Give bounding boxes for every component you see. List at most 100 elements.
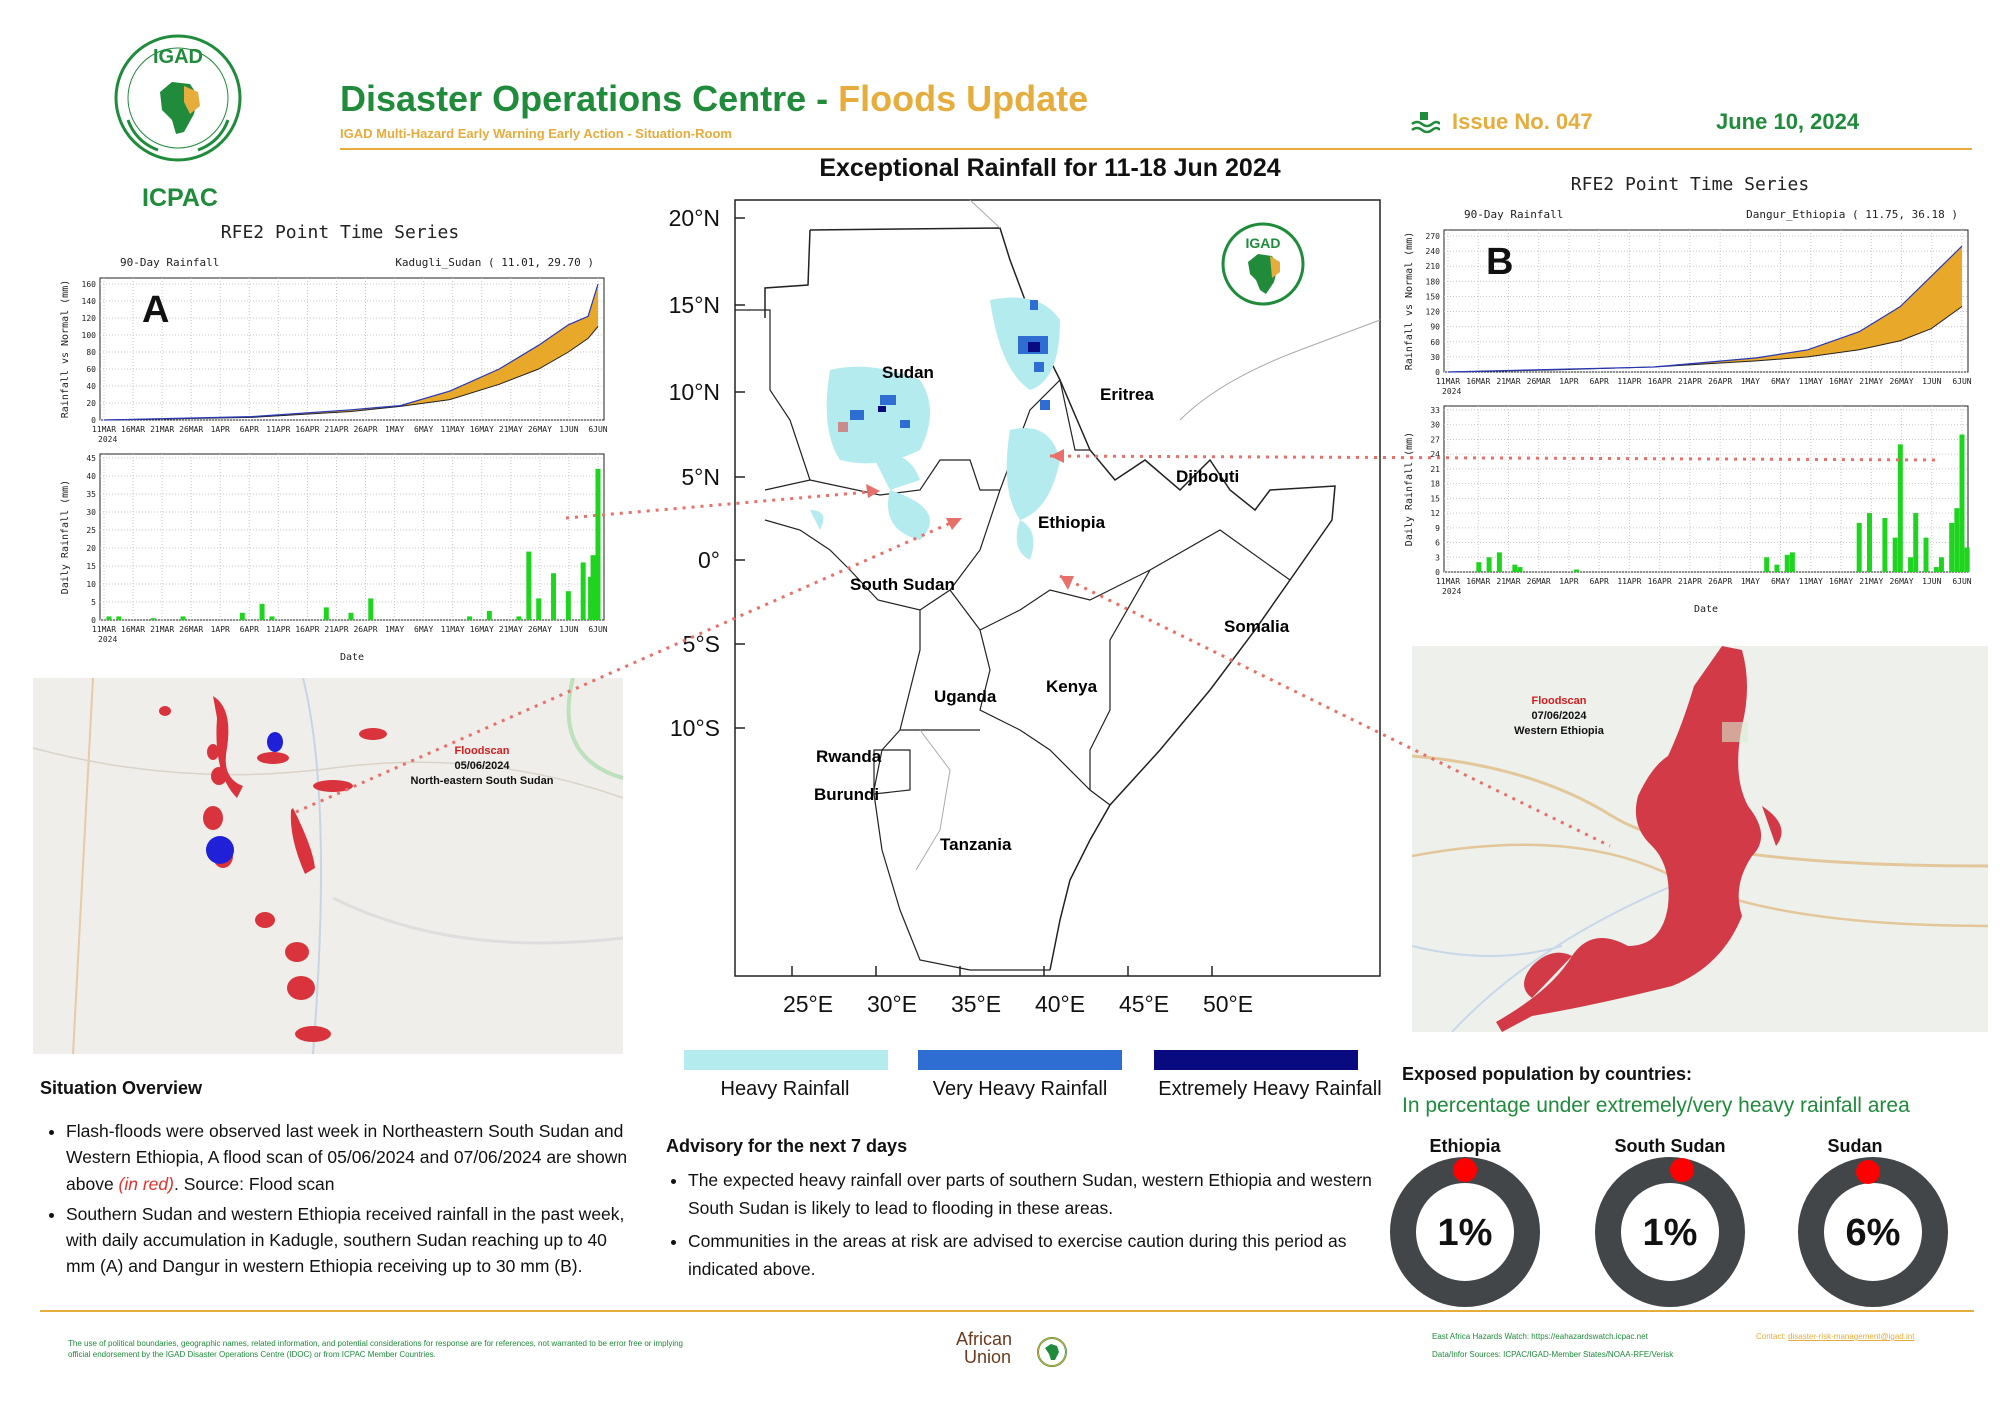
x-tick-label: 16MAY [1829, 577, 1853, 586]
advisory-section: The expected heavy rainfall over parts o… [660, 1166, 1380, 1287]
y-tick-label: 210 [1426, 262, 1441, 271]
x-tick-label: 6APR [1590, 377, 1609, 386]
y-tick-label: 80 [86, 348, 96, 357]
daily-bar [467, 616, 473, 620]
year-label: 2024 [1442, 387, 1461, 396]
daily-bar [590, 555, 596, 620]
issue-number: Issue No. 047 [1452, 109, 1593, 134]
daily-bar [1512, 564, 1518, 572]
x-tick-label: 21MAY [499, 625, 523, 634]
y-tick-label: 30 [1430, 353, 1440, 362]
x-tick-label: 16MAY [470, 625, 494, 634]
y-tick-label: 150 [1426, 292, 1441, 301]
legend-very-heavy-label: Very Heavy Rainfall [932, 1078, 1108, 1100]
daily-bar [1964, 547, 1970, 572]
x-tick-label: 21MAR [150, 425, 174, 434]
panel-letter: A [142, 289, 169, 331]
floodscan-b-area: Western Ethiopia [1514, 724, 1604, 737]
situation-bullet-1: Flash-floods were observed last week in … [66, 1118, 638, 1197]
x-tick-label: 11MAR [92, 425, 116, 434]
daily-bar [551, 573, 557, 620]
footer-contact-email[interactable]: disaster-risk-management@igad.int [1788, 1332, 1915, 1341]
advisory-bullet-2: Communities in the areas at risk are adv… [688, 1227, 1380, 1284]
chart-b-svg: 90-Day Rainfall Dangur_Ethiopia ( 11.75, … [1404, 208, 1972, 615]
daily-bar [1933, 567, 1939, 572]
x-tick-label: 6JUN [1952, 577, 1971, 586]
x-tick-label: 21MAR [1496, 377, 1520, 386]
x-tick-label: 16APR [1648, 377, 1672, 386]
igad-logo-text: IGAD [153, 46, 203, 68]
year-label: 2024 [98, 435, 117, 444]
legend-heavy-swatch [684, 1050, 888, 1070]
x-tick-label: 21APR [1678, 377, 1702, 386]
bottom-panel-frame [1443, 405, 1969, 573]
y-tick-label: 240 [1426, 247, 1441, 256]
icpac-label: ICPAC [142, 184, 218, 212]
daily-bar [486, 611, 492, 620]
daily-bar [116, 616, 122, 620]
x-tick-label: 11MAR [92, 625, 116, 634]
map-logo-text: IGAD [1246, 235, 1281, 251]
x-tick-label: 1JUN [559, 625, 578, 634]
x-tick-label: 26APR [1708, 577, 1732, 586]
y-tick-label: 24 [1430, 450, 1440, 459]
x-tick-label: 1JUN [1922, 377, 1941, 386]
daily-bar [1856, 522, 1862, 572]
x-tick-label: 11APR [1617, 377, 1641, 386]
lon-tick-label: 35°E [951, 991, 1001, 1017]
advisory-bullet-1: The expected heavy rainfall over parts o… [688, 1166, 1380, 1223]
chart-top-label: 90-Day Rainfall [120, 256, 219, 269]
x-tick-label: 16APR [1648, 577, 1672, 586]
donut-ethiopia-label: Ethiopia [1429, 1136, 1501, 1156]
y-axis-label-bottom: Daily Rainfall (mm) [1404, 432, 1415, 546]
x-tick-label: 21APR [1678, 577, 1702, 586]
x-tick-label: 6MAY [414, 425, 433, 434]
exposed-subheading: In percentage under extremely/very heavy… [1402, 1094, 1910, 1117]
daily-bar [1923, 537, 1929, 572]
donut-sudan: 6% [1798, 1157, 1948, 1307]
x-tick-label: 1MAY [1741, 577, 1760, 586]
footer-watch-link[interactable]: East Africa Hazards Watch: https://eahaz… [1432, 1332, 1648, 1341]
x-tick-label: 1MAY [385, 625, 404, 634]
rainfall-map: IGAD 20°N 15°N 10°N 5°N 0° 5°S 10°S 25°E 30°E 35… [620, 190, 1420, 1050]
daily-bar [1496, 552, 1502, 572]
x-tick-label: 26MAY [1889, 377, 1913, 386]
daily-bar [1959, 434, 1965, 572]
y-tick-label: 10 [86, 580, 96, 589]
daily-bar [1882, 518, 1888, 572]
legend-extreme-label: Extremely Heavy Rainfall [1158, 1078, 1382, 1100]
y-tick-label: 20 [86, 544, 96, 553]
daily-bar [1913, 513, 1919, 572]
y-tick-label: 33 [1430, 406, 1440, 415]
chart-a-svg: 90-Day Rainfall Kadugli_Sudan ( 11.01, 29… [60, 256, 608, 663]
igad-logo [98, 30, 258, 190]
y-tick-label: 21 [1430, 465, 1440, 474]
y-tick-label: 0 [1435, 568, 1440, 577]
lon-tick-label: 45°E [1119, 991, 1169, 1017]
y-tick-label: 5 [91, 598, 96, 607]
x-tick-label: 21APR [324, 425, 348, 434]
footer-disclaimer: The use of political boundaries, geograp… [68, 1339, 684, 1360]
lat-tick-label: 5°S [683, 631, 720, 657]
header-divider [340, 148, 1972, 150]
x-tick-label: 11MAY [1799, 577, 1823, 586]
daily-bar [1897, 444, 1903, 572]
country-label-tanzania: Tanzania [940, 835, 1012, 854]
donut-sudan-label: Sudan [1827, 1136, 1883, 1156]
exposed-heading: Exposed population by countries: [1402, 1064, 1693, 1084]
x-tick-label: 16MAR [1466, 377, 1490, 386]
daily-bar [565, 591, 571, 620]
x-tick-label: 1MAY [385, 425, 404, 434]
x-tick-label: 6JUN [1952, 377, 1971, 386]
y-tick-label: 120 [82, 314, 97, 323]
x-tick-label: 1APR [1559, 577, 1578, 586]
lat-tick-label: 15°N [669, 292, 720, 318]
x-tick-label: 1APR [1559, 377, 1578, 386]
year-label: 2024 [98, 635, 117, 644]
footer-contact-label: Contact: [1756, 1332, 1789, 1341]
daily-bar [1476, 562, 1482, 572]
daily-bar [1784, 554, 1790, 572]
daily-bar [1866, 513, 1872, 572]
country-label-south-sudan: South Sudan [850, 575, 955, 594]
floodscan-b-label: Floodscan [1531, 695, 1587, 707]
